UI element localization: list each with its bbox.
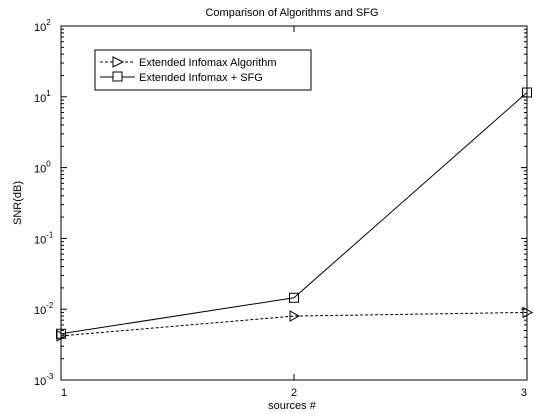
x-tick-label: 2 (291, 387, 297, 399)
y-axis-label: SNR(dB) (12, 181, 24, 225)
data-point-triangle (289, 310, 301, 322)
legend-label-extended-infomax-sfg: Extended Infomax + SFG (139, 72, 263, 84)
legend-label-extended-infomax: Extended Infomax Algorithm (139, 57, 277, 69)
legend-marker-square (112, 71, 123, 82)
legend: Extended Infomax Algorithm Extended Info… (94, 49, 312, 91)
x-tick-label: 1 (61, 387, 67, 399)
series-line-1 (60, 92, 528, 335)
y-tick-label: 10-1 (34, 230, 54, 246)
series-line-0 (60, 311, 528, 337)
data-point-triangle (522, 306, 534, 319)
x-axis-label: sources # (268, 400, 317, 412)
chart-title: Comparison of Algorithms and SFG (205, 7, 378, 19)
y-tick-label: 10-3 (34, 372, 54, 388)
y-axis: 10-3 10-2 10-1 100 101 102 (34, 18, 527, 388)
y-tick-label: 10-2 (34, 301, 54, 317)
x-axis: 1 2 3 (60, 26, 528, 399)
data-point-square (522, 87, 532, 98)
y-tick-label: 102 (34, 18, 51, 34)
legend-box (94, 49, 312, 91)
x-tick-label: 3 (521, 387, 527, 399)
legend-marker-triangle (112, 56, 125, 68)
y-tick-label: 100 (34, 160, 51, 176)
data-point-square (56, 328, 66, 339)
series-layer (56, 87, 534, 342)
data-point-square (289, 292, 299, 303)
y-tick-label: 101 (34, 89, 51, 105)
